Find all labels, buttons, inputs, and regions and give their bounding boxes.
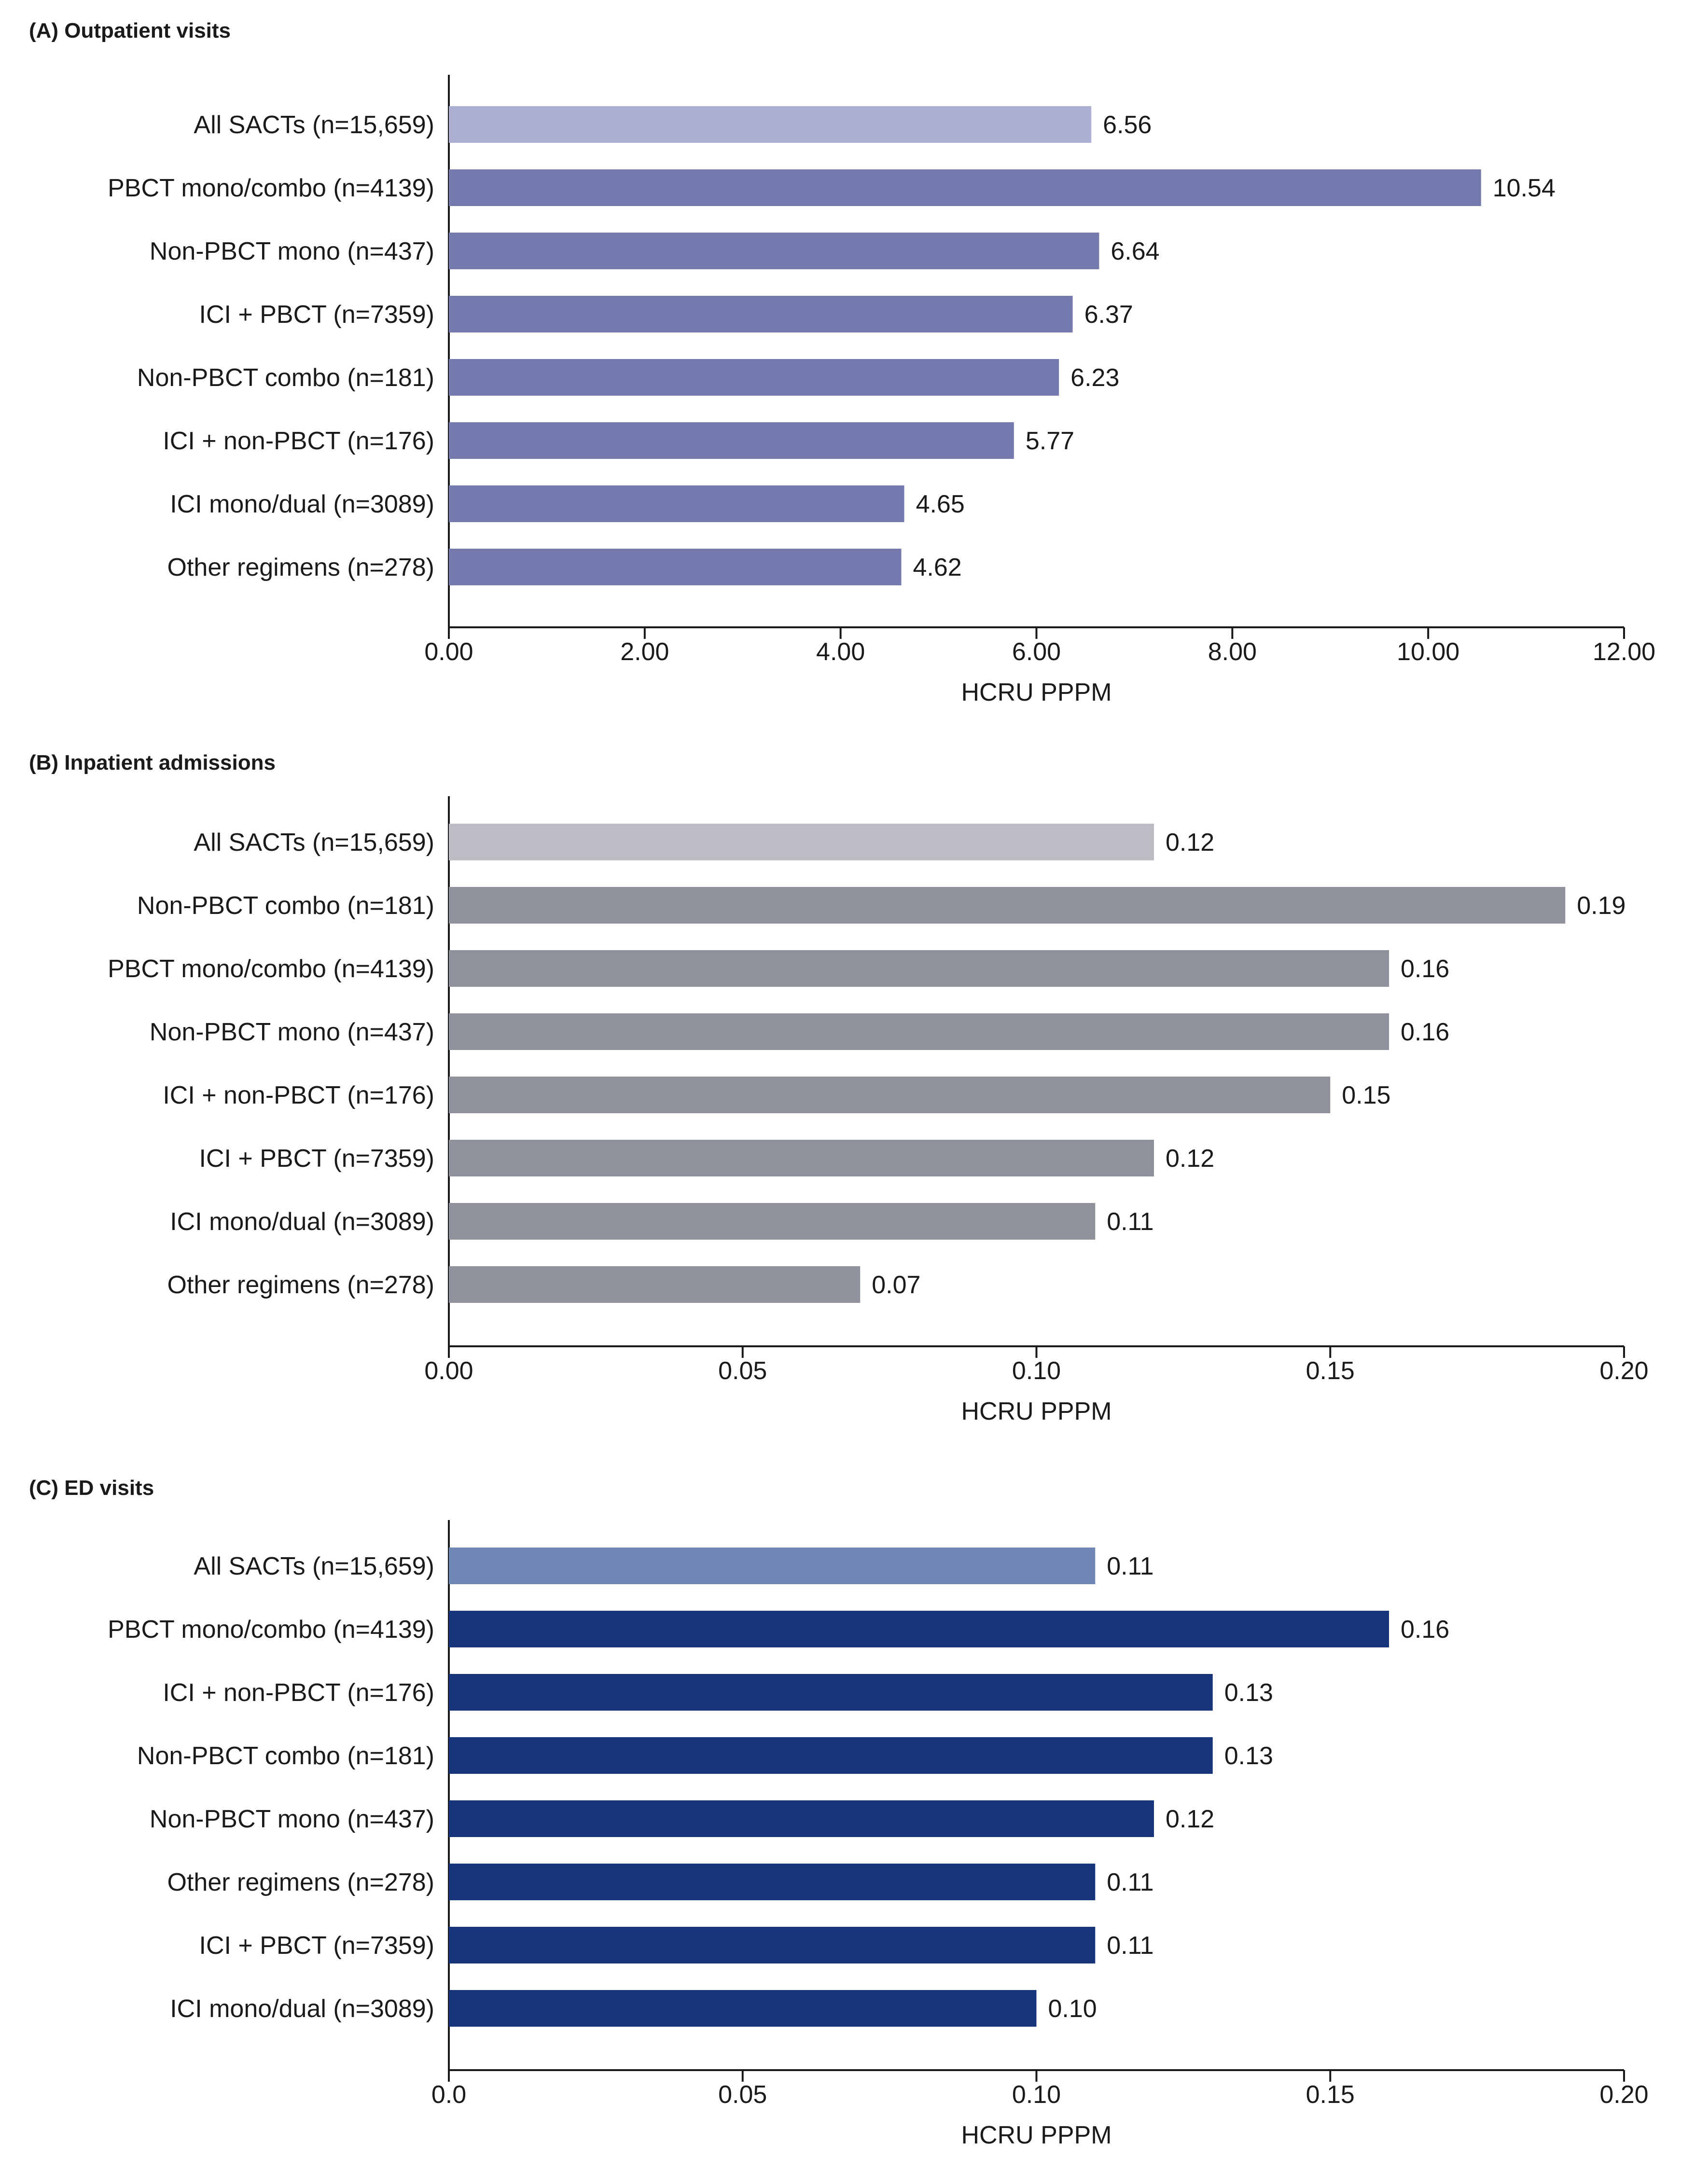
category-label: ICI mono/dual (n=3089) [170,1208,434,1236]
value-label: 0.16 [1401,1018,1449,1046]
bar-all-sacts [449,824,1154,860]
value-label: 10.54 [1493,174,1556,202]
category-label: Other regimens (n=278) [167,1271,435,1299]
category-label: Non-PBCT combo (n=181) [137,892,434,920]
value-label: 6.56 [1103,111,1152,139]
panel-title: (A) Outpatient visits [29,19,231,42]
category-label: ICI + PBCT (n=7359) [199,301,435,329]
x-tick-label: 4.00 [816,638,865,666]
x-tick-label: 0.10 [1012,1357,1061,1385]
bar [449,485,904,522]
bar [449,296,1073,332]
x-tick-label: 8.00 [1208,638,1257,666]
category-label: ICI + non-PBCT (n=176) [163,1679,434,1707]
value-label: 0.07 [872,1271,920,1299]
category-label: Non-PBCT mono (n=437) [150,1805,434,1833]
bar [449,1077,1331,1113]
value-label: 0.11 [1107,1552,1153,1580]
value-label: 5.77 [1026,427,1074,455]
value-label: 0.11 [1107,1208,1153,1236]
category-label: ICI + non-PBCT (n=176) [163,427,434,455]
value-label: 4.62 [913,553,961,581]
bar [449,1611,1389,1647]
x-tick-label: 2.00 [620,638,669,666]
bar [449,1800,1154,1837]
panel-title: (C) ED visits [29,1476,154,1500]
chart-panel-3: (C) ED visits 0.0 0.05 0.10 0.15 0.20 HCRU PPP… [29,1476,1649,2149]
bar [449,1737,1213,1774]
category-label: Non-PBCT mono (n=437) [150,237,434,265]
bar [449,1266,861,1303]
value-label: 0.11 [1107,1932,1153,1960]
bar [449,1013,1389,1050]
value-label: 0.11 [1107,1868,1153,1896]
x-tick-label: 6.00 [1012,638,1061,666]
x-axis-title: HCRU PPPM [961,1397,1111,1425]
bar-all-sacts [449,1548,1096,1584]
x-tick-label: 0.05 [718,2081,767,2109]
bar [449,233,1099,269]
x-tick-label: 0.0 [431,2081,466,2109]
value-label: 0.12 [1166,1805,1214,1833]
category-label: All SACTs (n=15,659) [194,829,434,857]
bar [449,169,1481,206]
value-label: 0.19 [1577,892,1625,920]
chart-panel-1: (A) Outpatient visits 0.00 2.00 4.00 6.00 8.0… [29,19,1655,706]
value-label: 0.16 [1401,955,1449,983]
bar [449,422,1014,459]
value-label: 0.10 [1048,1995,1097,2023]
category-label: All SACTs (n=15,659) [194,111,434,139]
category-label: Non-PBCT mono (n=437) [150,1018,434,1046]
chart-panel-2: (B) Inpatient admissions 0.00 0.05 0.10 0.15… [29,751,1649,1425]
category-label: PBCT mono/combo (n=4139) [108,955,434,983]
bar-all-sacts [449,106,1092,143]
category-label: Non-PBCT combo (n=181) [137,364,434,392]
value-label: 0.15 [1342,1081,1390,1109]
x-tick-label: 0.20 [1599,1357,1648,1385]
category-label: ICI mono/dual (n=3089) [170,1995,434,2023]
category-label: ICI mono/dual (n=3089) [170,490,434,518]
category-label: ICI + PBCT (n=7359) [199,1145,435,1173]
category-label: Non-PBCT combo (n=181) [137,1742,434,1770]
panel-title: (B) Inpatient admissions [29,751,276,774]
category-label: ICI + PBCT (n=7359) [199,1932,435,1960]
category-label: ICI + non-PBCT (n=176) [163,1081,434,1109]
bar [449,887,1566,924]
bar [449,549,902,585]
x-tick-label: 0.15 [1306,1357,1355,1385]
value-label: 6.23 [1070,364,1119,392]
bar [449,1203,1096,1240]
category-label: PBCT mono/combo (n=4139) [108,1616,434,1644]
bar [449,1140,1154,1176]
x-tick-label: 0.10 [1012,2081,1061,2109]
category-label: Other regimens (n=278) [167,553,435,581]
value-label: 4.65 [916,490,965,518]
category-label: Other regimens (n=278) [167,1868,435,1896]
x-tick-label: 0.15 [1306,2081,1355,2109]
x-axis-title: HCRU PPPM [961,2121,1111,2149]
bar [449,950,1389,987]
category-label: PBCT mono/combo (n=4139) [108,174,434,202]
x-tick-label: 12.00 [1593,638,1655,666]
bar [449,1864,1096,1900]
x-axis-title: HCRU PPPM [961,678,1111,706]
value-label: 0.16 [1401,1616,1449,1644]
x-tick-label: 0.00 [424,638,473,666]
value-label: 0.13 [1224,1742,1273,1770]
x-tick-label: 0.05 [718,1357,767,1385]
bar [449,359,1059,396]
value-label: 0.13 [1224,1679,1273,1707]
value-label: 6.64 [1111,237,1159,265]
x-tick-label: 0.00 [424,1357,473,1385]
x-tick-label: 10.00 [1397,638,1459,666]
category-label: All SACTs (n=15,659) [194,1552,434,1580]
bar [449,1990,1037,2027]
bar [449,1927,1096,1963]
bar [449,1674,1213,1711]
value-label: 0.12 [1166,829,1214,857]
x-tick-label: 0.20 [1599,2081,1648,2109]
value-label: 0.12 [1166,1145,1214,1173]
value-label: 6.37 [1084,301,1133,329]
